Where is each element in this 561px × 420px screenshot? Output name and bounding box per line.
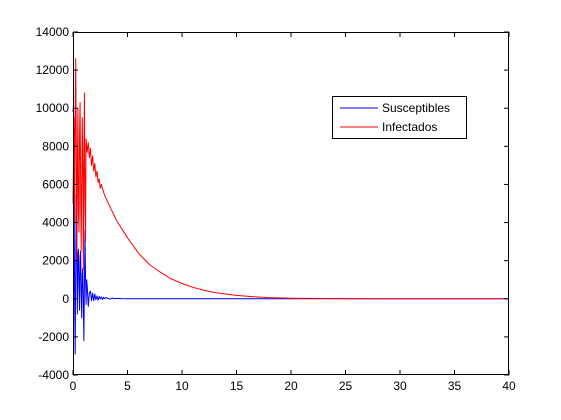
series-line-susceptibles (72, 103, 509, 355)
y-axis: -4000 -2000 0 2000 4000 6000 8000 10000 12000 140… (36, 25, 509, 382)
x-tick-label: 20 (284, 379, 298, 393)
series-layer (72, 58, 509, 355)
y-tick-label: -2000 (38, 330, 69, 344)
y-tick-label: 2000 (42, 254, 69, 268)
y-tick-label: 4000 (42, 216, 69, 230)
y-tick-label: -4000 (38, 368, 69, 382)
legend-box (332, 96, 467, 139)
x-tick-label: 35 (448, 379, 462, 393)
x-tick-label: 25 (339, 379, 353, 393)
x-tick-label: 40 (502, 379, 516, 393)
x-tick-label: 15 (230, 379, 244, 393)
legend: Susceptibles Infectados (332, 96, 467, 139)
plot-area (73, 32, 509, 375)
y-tick-label: 8000 (42, 139, 69, 153)
x-tick-label: 0 (70, 379, 77, 393)
x-tick-label: 5 (124, 379, 131, 393)
legend-label-infectados: Infectados (382, 120, 437, 134)
x-axis: 0 5 10 15 20 25 30 35 40 (70, 32, 516, 393)
y-tick-label: 10000 (36, 101, 70, 115)
legend-label-susceptibles: Susceptibles (382, 101, 450, 115)
y-tick-label: 6000 (42, 177, 69, 191)
y-tick-label: 12000 (36, 63, 70, 77)
y-tick-label: 0 (62, 292, 69, 306)
x-tick-label: 30 (393, 379, 407, 393)
series-line-infectados (72, 58, 509, 300)
x-tick-label: 10 (175, 379, 189, 393)
y-tick-label: 14000 (36, 25, 70, 39)
